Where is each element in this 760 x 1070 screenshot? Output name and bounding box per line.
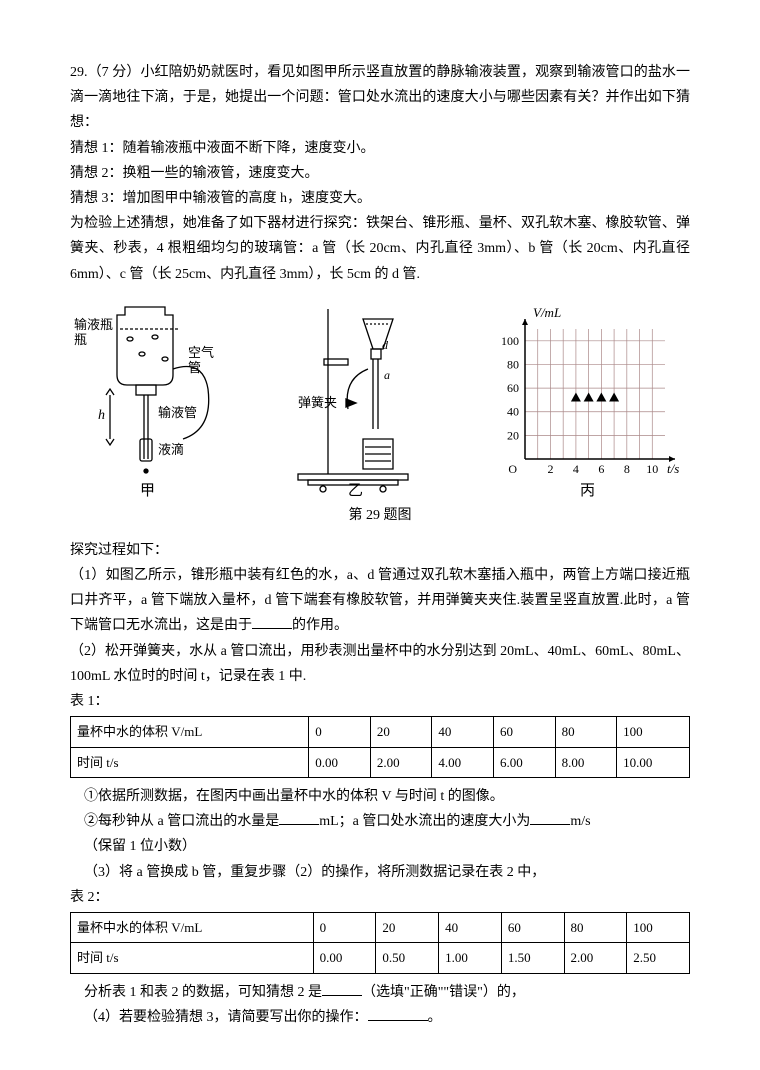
blank-1: [252, 614, 292, 629]
figure-jia: 输液瓶 瓶 空气 管 h 输液管 液滴 甲: [70, 299, 235, 499]
figure-bing-chart: 2 4 6 8 10 20 40 60 80 100 O V/mL t/s 丙: [480, 299, 690, 499]
analysis: 分析表 1 和表 2 的数据，可知猜想 2 是（选填"正确""错误"）的，: [70, 980, 690, 1005]
svg-text:80: 80: [507, 357, 519, 371]
blank-2b: [530, 810, 570, 825]
svg-text:O: O: [508, 462, 517, 476]
blank-2a: [279, 810, 319, 825]
svg-text:40: 40: [507, 404, 519, 418]
question-text: 29.（7 分）小红陪奶奶就医时，看见如图甲所示竖直放置的静脉输液装置，观察到输…: [70, 60, 690, 136]
materials: 为检验上述猜想，她准备了如下器材进行探究：铁架台、锥形瓶、量杯、双孔软木塞、橡胶…: [70, 211, 690, 287]
svg-text:60: 60: [507, 381, 519, 395]
label-d: d: [382, 338, 389, 352]
q-intro: 小红陪奶奶就医时，看见如图甲所示竖直放置的静脉输液装置，观察到输液管口的盐水一滴…: [70, 65, 690, 130]
svg-text:10: 10: [646, 462, 658, 476]
process-head: 探究过程如下：: [70, 538, 690, 563]
table-row: 量杯中水的体积 V/mL 0 20 40 60 80 100: [71, 717, 690, 747]
table-row: 时间 t/s 0.00 0.50 1.00 1.50 2.00 2.50: [71, 943, 690, 973]
table-2: 量杯中水的体积 V/mL 0 20 40 60 80 100 时间 t/s 0.…: [70, 912, 690, 974]
sub-1: ①依据所测数据，在图丙中画出量杯中水的体积 V 与时间 t 的图像。: [70, 784, 690, 809]
svg-text:20: 20: [507, 428, 519, 442]
t1-ht: 时间 t/s: [71, 747, 309, 777]
sub-2: ②每秒钟从 a 管口流出的水量是mL；a 管口处水流出的速度大小为m/s: [70, 809, 690, 834]
svg-text:4: 4: [573, 462, 579, 476]
svg-text:6: 6: [598, 462, 604, 476]
table-row: 量杯中水的体积 V/mL 0 20 40 60 80 100: [71, 912, 690, 942]
table1-label: 表 1：: [70, 689, 690, 714]
svg-text:t/s: t/s: [667, 461, 679, 476]
step-4: （4）若要检验猜想 3，请简要写出你的操作：。: [70, 1005, 690, 1030]
label-jia: 甲: [140, 483, 155, 499]
t1-hv: 量杯中水的体积 V/mL: [71, 717, 309, 747]
figure-caption: 第 29 题图: [70, 503, 690, 528]
q-number: 29.: [70, 65, 88, 80]
blank-3: [322, 981, 362, 996]
svg-text:2: 2: [547, 462, 553, 476]
label-airtube: 空气: [188, 345, 214, 360]
label-a: a: [384, 368, 390, 382]
guess-3: 猜想 3：增加图甲中输液管的高度 h，速度变大。: [70, 186, 690, 211]
label-bottle2: 瓶: [74, 332, 87, 347]
step-3: （3）将 a 管换成 b 管，重复步骤（2）的操作，将所测数据记录在表 2 中，: [70, 860, 690, 885]
table-1: 量杯中水的体积 V/mL 0 20 40 60 80 100 时间 t/s 0.…: [70, 716, 690, 778]
table2-label: 表 2：: [70, 885, 690, 910]
label-drop: 液滴: [158, 442, 184, 457]
guess-2: 猜想 2：换粗一些的输液管，速度变大。: [70, 161, 690, 186]
label-h: h: [98, 408, 105, 423]
table-row: 时间 t/s 0.00 2.00 4.00 6.00 8.00 10.00: [71, 747, 690, 777]
t2-ht: 时间 t/s: [71, 943, 314, 973]
label-bing: 丙: [580, 483, 595, 499]
step-2: （2）松开弹簧夹，水从 a 管口流出，用秒表测出量杯中的水分别达到 20mL、4…: [70, 639, 690, 689]
svg-text:管: 管: [188, 360, 201, 375]
svg-text:100: 100: [501, 334, 519, 348]
label-yi: 乙: [348, 483, 363, 499]
guess-1: 猜想 1：随着输液瓶中液面不断下降，速度变小。: [70, 136, 690, 161]
q-points: （7 分）: [88, 65, 141, 80]
label-clamp: 弹簧夹: [298, 395, 337, 410]
blank-4: [368, 1006, 428, 1021]
step-1: （1）如图乙所示，锥形瓶中装有红色的水，a、d 管通过双孔软木塞插入瓶中，两管上…: [70, 563, 690, 639]
sub-2-note: （保留 1 位小数）: [70, 834, 690, 859]
figures-row: 输液瓶 瓶 空气 管 h 输液管 液滴 甲 d a 弹簧: [70, 299, 690, 499]
label-bottle: 输液瓶: [74, 317, 113, 332]
svg-text:8: 8: [624, 462, 630, 476]
figure-yi: d a 弹簧夹 乙: [268, 299, 448, 499]
label-tube: 输液管: [158, 405, 197, 420]
svg-text:V/mL: V/mL: [533, 305, 561, 320]
t2-hv: 量杯中水的体积 V/mL: [71, 912, 314, 942]
